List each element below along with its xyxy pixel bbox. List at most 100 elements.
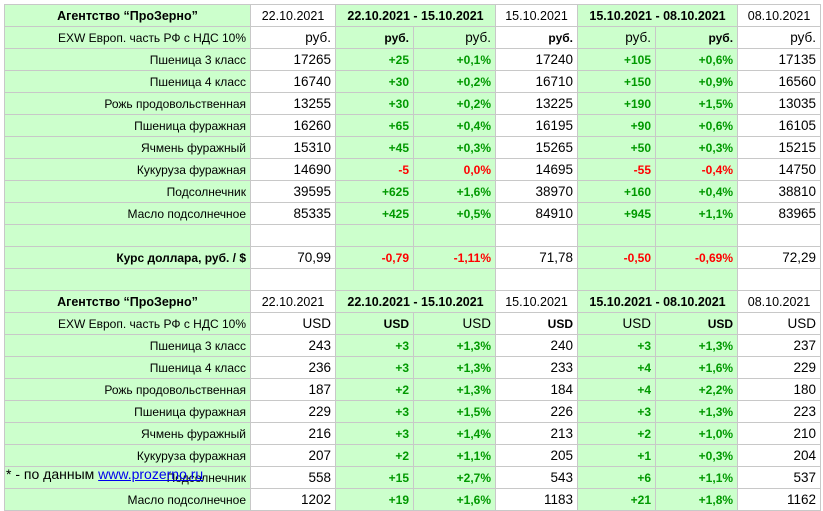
unit-cell: USD — [737, 312, 822, 335]
header-date-prev2: 08.10.2021 — [737, 290, 822, 313]
unit-cell: руб. — [495, 26, 579, 49]
price-change-pct-week1: +0,4% — [412, 114, 497, 137]
commodity-row: Пшеница 3 класс 17265 +25 +0,1% 17240 +105 +0,… — [4, 48, 822, 71]
source-link[interactable]: www.prozerno.ru — [98, 466, 204, 482]
source-footnote: * - по данным www.prozerno.ru — [6, 466, 203, 482]
price-change-week1: +65 — [335, 114, 414, 137]
usd-table-body: Агентство “ПроЗерно” 22.10.2021 22.10.20… — [4, 290, 822, 335]
rub-data-rows: Пшеница 3 класс 17265 +25 +0,1% 17240 +105 +0,… — [4, 48, 822, 225]
price-current: 16740 — [250, 70, 336, 93]
header-date-prev2: 08.10.2021 — [737, 4, 822, 27]
price-current: 1202 — [250, 488, 336, 511]
price-change-week1: +625 — [335, 180, 414, 203]
commodity-name: Кукуруза фуражная — [4, 158, 251, 181]
price-change-pct-week2: +0,6% — [655, 114, 739, 137]
price-prev: 13225 — [495, 92, 579, 115]
price-change-pct-week1: +1,6% — [412, 180, 497, 203]
dollar-rate-label: Курс доллара, руб. / $ — [4, 246, 251, 269]
price-prev2: 14750 — [737, 158, 822, 181]
price-change-pct-week1: +1,1% — [412, 444, 497, 467]
price-change-week2: +3 — [577, 334, 657, 357]
price-current: 39595 — [250, 180, 336, 203]
price-change-week1: +30 — [335, 92, 414, 115]
price-prev2: 83965 — [737, 202, 822, 225]
price-change-week1: +45 — [335, 136, 414, 159]
price-prev: 84910 — [495, 202, 579, 225]
price-current: 243 — [250, 334, 336, 357]
price-change-week1: +2 — [335, 378, 414, 401]
commodity-row: Рожь продовольственная 187 +2 +1,3% 184 +4 +2,… — [4, 378, 822, 401]
usd-header-row: Агентство “ПроЗерно” 22.10.2021 22.10.20… — [4, 290, 822, 313]
header-range-week1: 22.10.2021 - 15.10.2021 — [334, 290, 497, 313]
price-prev2: 15215 — [737, 136, 822, 159]
header-date-current: 22.10.2021 — [250, 4, 336, 27]
commodity-name: Рожь продовольственная — [4, 92, 251, 115]
rub-units-row: EXW Европ. часть РФ с НДС 10% руб. руб. … — [4, 26, 822, 49]
price-change-week2: +90 — [577, 114, 657, 137]
header-range-week1: 22.10.2021 - 15.10.2021 — [334, 4, 497, 27]
price-change-pct-week1: +1,3% — [412, 378, 497, 401]
price-change-pct-week1: +1,3% — [412, 356, 497, 379]
commodity-name: Пшеница фуражная — [4, 400, 251, 423]
unit-cell: USD — [495, 312, 579, 335]
price-prev: 226 — [495, 400, 579, 423]
dollar-rate-prev: 71,78 — [495, 246, 579, 269]
price-change-week2: +1 — [577, 444, 657, 467]
price-change-week2: +4 — [577, 378, 657, 401]
agency-title: Агентство “ПроЗерно” — [4, 290, 251, 313]
price-change-week1: +30 — [335, 70, 414, 93]
price-change-week2: +21 — [577, 488, 657, 511]
spacer-cell — [335, 224, 414, 247]
price-change-pct-week1: +1,5% — [412, 400, 497, 423]
spacer-cell — [250, 268, 336, 291]
basis-label: EXW Европ. часть РФ с НДС 10% — [4, 26, 251, 49]
commodity-name: Пшеница фуражная — [4, 114, 251, 137]
price-change-week2: +150 — [577, 70, 657, 93]
price-prev2: 38810 — [737, 180, 822, 203]
commodity-row: Подсолнечник 558 +15 +2,7% 543 +6 +1,1% 537 — [4, 466, 822, 489]
spacer-cell — [495, 224, 579, 247]
commodity-row: Пшеница фуражная 229 +3 +1,5% 226 +3 +1,3% 223 — [4, 400, 822, 423]
spacer-cell — [250, 224, 336, 247]
commodity-name: Пшеница 4 класс — [4, 70, 251, 93]
price-change-week2: +50 — [577, 136, 657, 159]
price-change-week2: -55 — [577, 158, 657, 181]
dollar-rate-change: -0,79 — [335, 246, 414, 269]
price-change-week1: +3 — [335, 400, 414, 423]
commodity-name: Подсолнечник — [4, 466, 251, 489]
unit-cell: USD — [577, 312, 657, 335]
footnote-text: * - по данным — [6, 466, 99, 482]
unit-cell: руб. — [577, 26, 657, 49]
price-change-pct-week1: +0,5% — [412, 202, 497, 225]
commodity-row: Ячмень фуражный 15310 +45 +0,3% 15265 +50 +0,3… — [4, 136, 822, 159]
price-change-pct-week1: +0,2% — [412, 70, 497, 93]
price-change-pct-week1: +0,1% — [412, 48, 497, 71]
spacer-cell — [4, 268, 251, 291]
header-date-current: 22.10.2021 — [250, 290, 336, 313]
price-change-pct-week1: +1,6% — [412, 488, 497, 511]
price-change-week2: +3 — [577, 400, 657, 423]
unit-cell: USD — [335, 312, 414, 335]
commodity-row: Пшеница 4 класс 16740 +30 +0,2% 16710 +150 +0,… — [4, 70, 822, 93]
rub-header-row: Агентство “ПроЗерно” 22.10.2021 22.10.20… — [4, 4, 822, 27]
spacer-cell — [577, 268, 657, 291]
price-current: 14690 — [250, 158, 336, 181]
basis-label: EXW Европ. часть РФ с НДС 10% — [4, 312, 251, 335]
commodity-name: Кукуруза фуражная — [4, 444, 251, 467]
agency-title: Агентство “ПроЗерно” — [4, 4, 251, 27]
unit-cell: руб. — [412, 26, 497, 49]
header-date-prev: 15.10.2021 — [495, 4, 579, 27]
dollar-rate-change-pct: -0,69% — [655, 246, 739, 269]
commodity-name: Масло подсолнечное — [4, 202, 251, 225]
spacer-cell — [4, 224, 251, 247]
dollar-rate-change: -0,50 — [577, 246, 657, 269]
price-change-pct-week1: +2,7% — [412, 466, 497, 489]
price-prev2: 237 — [737, 334, 822, 357]
price-change-week2: +2 — [577, 422, 657, 445]
price-change-week2: +6 — [577, 466, 657, 489]
price-current: 236 — [250, 356, 336, 379]
price-change-pct-week2: +1,8% — [655, 488, 739, 511]
price-change-pct-week1: 0,0% — [412, 158, 497, 181]
price-prev: 15265 — [495, 136, 579, 159]
commodity-name: Ячмень фуражный — [4, 422, 251, 445]
